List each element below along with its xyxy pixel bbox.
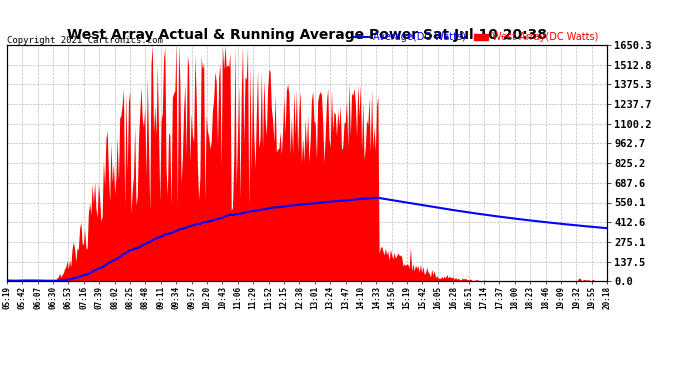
Text: Copyright 2021 Cartronics.com: Copyright 2021 Cartronics.com	[7, 36, 163, 45]
Legend: Average(DC Watts), West Array(DC Watts): Average(DC Watts), West Array(DC Watts)	[351, 28, 602, 46]
Title: West Array Actual & Running Average Power Sat Jul 10 20:38: West Array Actual & Running Average Powe…	[67, 28, 547, 42]
